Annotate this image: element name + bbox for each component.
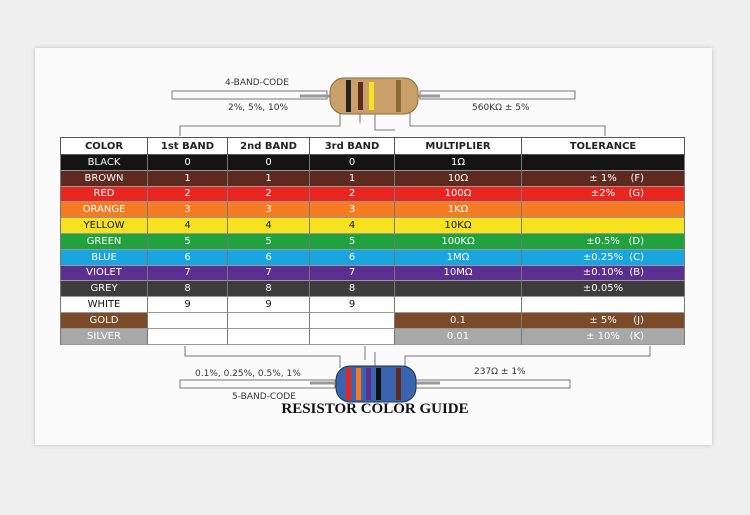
header-cell: TOLERANCE	[522, 137, 685, 155]
value-cell: 7	[310, 265, 395, 282]
value-cell: 9	[310, 297, 395, 313]
value-cell	[148, 313, 228, 329]
value-cell: ±0.5% (D)	[522, 234, 685, 250]
value-cell: 9	[148, 297, 228, 313]
color-cell: ORANGE	[60, 202, 148, 219]
tolerance-code: (D)	[628, 235, 644, 247]
value-cell	[522, 155, 685, 171]
value-cell: 5	[148, 234, 228, 250]
color-cell: SILVER	[60, 328, 148, 345]
header-cell: 1st BAND	[148, 137, 228, 155]
value-cell: ±0.25% (C)	[522, 249, 685, 266]
value-cell: 3	[148, 202, 228, 219]
value-cell: 8	[310, 281, 395, 298]
color-cell: GREEN	[60, 234, 148, 250]
value-cell: 1	[310, 170, 395, 187]
tolerance-code: (F)	[630, 172, 644, 184]
tolerance-list: 2%, 5%, 10%	[228, 103, 289, 113]
value-cell: 8	[148, 281, 228, 298]
header-cell: 3rd BAND	[310, 137, 395, 155]
tolerance-code: (C)	[629, 251, 644, 263]
value-cell: 10Ω	[395, 170, 522, 187]
color-cell: BLUE	[60, 249, 148, 266]
tolerance-list: 0.1%, 0.25%, 0.5%, 1%	[195, 369, 301, 379]
value-cell: ± 5% (J)	[522, 313, 685, 329]
value-cell	[395, 297, 522, 313]
value-cell: 1KΩ	[395, 202, 522, 219]
title: RESISTOR COLOR GUIDE	[281, 401, 469, 417]
value-cell: ±0.05%	[522, 281, 685, 298]
value-cell: 7	[148, 265, 228, 282]
value-cell: 4	[148, 218, 228, 234]
value-cell: 6	[228, 249, 310, 266]
value-cell	[522, 297, 685, 313]
value-cell: 6	[148, 249, 228, 266]
value-cell	[310, 313, 395, 329]
value-cell	[228, 328, 310, 345]
header-cell: 2nd BAND	[228, 137, 310, 155]
value-cell: 3	[310, 202, 395, 219]
value-cell	[522, 218, 685, 234]
code-label: 4-BAND-CODE	[225, 78, 289, 88]
value-cell: 0.01	[395, 328, 522, 345]
value-cell: 7	[228, 265, 310, 282]
value-cell: 5	[310, 234, 395, 250]
value-cell: 10MΩ	[395, 265, 522, 282]
value-cell: 0	[310, 155, 395, 171]
color-cell: WHITE	[60, 297, 148, 313]
header-cell: MULTIPLIER	[395, 137, 522, 155]
color-cell: BLACK	[60, 155, 148, 171]
color-cell: BROWN	[60, 170, 148, 187]
value-cell: 0	[148, 155, 228, 171]
example: 560KΩ ± 5%	[472, 103, 530, 113]
value-cell: 4	[310, 218, 395, 234]
resistor-bottom	[310, 365, 440, 403]
tolerance-code: (G)	[628, 188, 644, 200]
color-cell: RED	[60, 186, 148, 203]
value-cell: 1	[228, 170, 310, 187]
value-cell: ± 1% (F)	[522, 170, 685, 187]
code-label: 5-BAND-CODE	[232, 392, 296, 402]
value-cell	[310, 328, 395, 345]
value-cell: 100KΩ	[395, 234, 522, 250]
value-cell: 4	[228, 218, 310, 234]
value-cell: 1Ω	[395, 155, 522, 171]
tolerance-code: (K)	[629, 330, 644, 342]
example: 237Ω ± 1%	[474, 367, 526, 377]
tolerance-code: (B)	[629, 267, 644, 279]
value-cell: ± 10% (K)	[522, 328, 685, 345]
value-cell: 1MΩ	[395, 249, 522, 266]
value-cell: 9	[228, 297, 310, 313]
header-cell: COLOR	[60, 137, 148, 155]
value-cell: 1	[148, 170, 228, 187]
value-cell	[148, 328, 228, 345]
value-cell: 2	[148, 186, 228, 203]
value-cell: 10KΩ	[395, 218, 522, 234]
value-cell: 5	[228, 234, 310, 250]
value-cell: 8	[228, 281, 310, 298]
color-cell: VIOLET	[60, 265, 148, 282]
resistor-top	[300, 77, 440, 115]
value-cell	[395, 281, 522, 298]
value-cell: ±0.10% (B)	[522, 265, 685, 282]
value-cell: 2	[310, 186, 395, 203]
value-cell: 0.1	[395, 313, 522, 329]
value-cell	[228, 313, 310, 329]
value-cell: 100Ω	[395, 186, 522, 203]
value-cell	[522, 202, 685, 219]
value-cell: 6	[310, 249, 395, 266]
color-cell: YELLOW	[60, 218, 148, 234]
tolerance-code: (J)	[633, 314, 644, 326]
value-cell: ±2% (G)	[522, 186, 685, 203]
value-cell: 2	[228, 186, 310, 203]
color-cell: GREY	[60, 281, 148, 298]
value-cell: 0	[228, 155, 310, 171]
value-cell: 3	[228, 202, 310, 219]
color-cell: GOLD	[60, 313, 148, 329]
